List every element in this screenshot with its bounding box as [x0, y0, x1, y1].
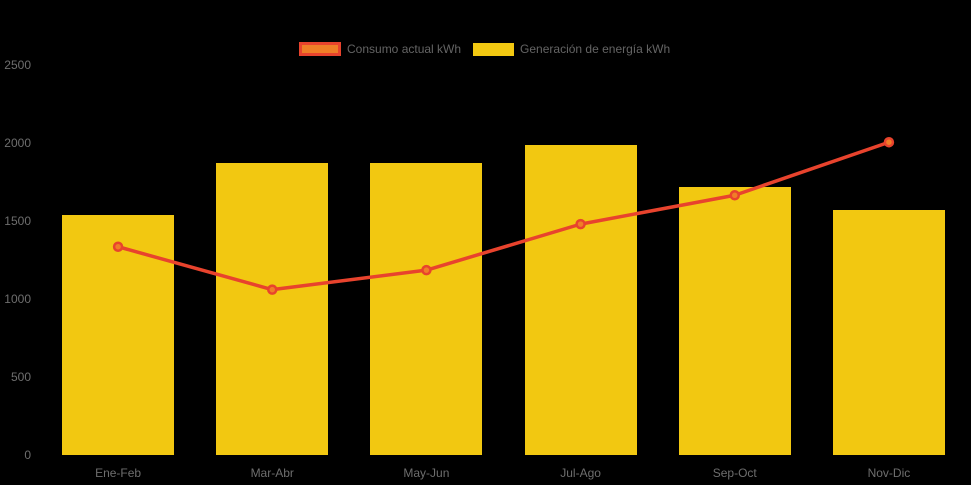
x-axis-category-label: May-Jun	[403, 466, 450, 480]
legend-item-generacion[interactable]: Generación de energía kWh	[473, 42, 670, 56]
bar-generacion[interactable]	[216, 163, 329, 455]
bar-generacion[interactable]	[678, 186, 791, 455]
generacion-bar-swatch-icon	[473, 42, 515, 56]
line-point-marker[interactable]	[883, 136, 895, 148]
line-point-marker[interactable]	[575, 218, 586, 230]
bar-generacion[interactable]	[370, 163, 483, 455]
legend-label-consumo: Consumo actual kWh	[347, 42, 462, 56]
x-axis-category-label: Ene-Feb	[95, 466, 142, 480]
x-axis-category-label: Mar-Abr	[250, 466, 294, 480]
line-point-marker[interactable]	[267, 284, 278, 295]
y-axis-tick-label: 500	[10, 370, 31, 384]
bar-generacion[interactable]	[524, 144, 637, 455]
legend-label-generacion: Generación de energía kWh	[520, 42, 671, 56]
y-axis-tick-label: 2000	[4, 136, 31, 150]
line-point-marker[interactable]	[421, 264, 432, 276]
bar-generacion[interactable]	[832, 210, 945, 455]
consumo-line-swatch-icon	[299, 42, 341, 56]
line-point-marker[interactable]	[112, 241, 124, 252]
y-axis-tick-label: 2500	[4, 58, 31, 72]
x-axis-category-label: Nov-Dic	[867, 466, 911, 480]
x-axis-category-label: Sep-Oct	[712, 466, 757, 480]
y-axis-tick-label: 0	[24, 448, 31, 462]
line-point-marker[interactable]	[729, 190, 740, 201]
x-axis-category-label: Jul-Ago	[560, 466, 601, 480]
y-axis-tick-label: 1000	[4, 292, 31, 306]
legend-item-consumo[interactable]: Consumo actual kWh	[299, 42, 461, 56]
legend: Consumo actual kWh Generación de energía…	[299, 42, 670, 56]
y-axis-tick-label: 1500	[4, 214, 31, 228]
